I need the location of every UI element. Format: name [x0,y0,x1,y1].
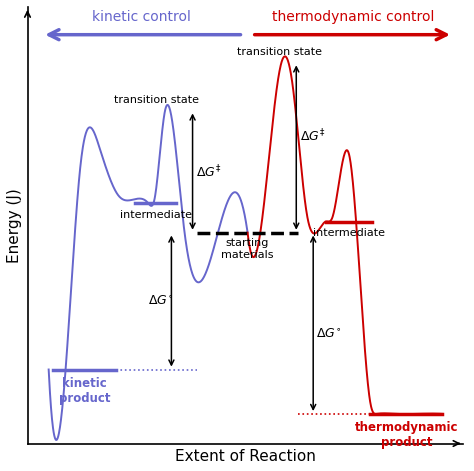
Text: kinetic control: kinetic control [92,10,191,24]
Y-axis label: Energy (J): Energy (J) [7,188,22,263]
Text: starting
materials: starting materials [221,238,274,260]
Text: thermodynamic control: thermodynamic control [272,10,435,24]
Text: intermediate: intermediate [120,210,192,219]
Text: $\Delta G^{\circ}$: $\Delta G^{\circ}$ [148,294,173,308]
Text: transition state: transition state [237,47,322,57]
Text: $\Delta G^{\ddagger}$: $\Delta G^{\ddagger}$ [300,128,325,145]
Text: intermediate: intermediate [313,228,385,238]
Text: kinetic
product: kinetic product [59,377,110,405]
Text: thermodynamic
product: thermodynamic product [355,421,458,449]
Text: $\Delta G^{\circ}$: $\Delta G^{\circ}$ [316,328,341,341]
Text: $\Delta G^{\ddagger}$: $\Delta G^{\ddagger}$ [196,163,221,180]
X-axis label: Extent of Reaction: Extent of Reaction [175,449,316,464]
Text: transition state: transition state [114,95,199,105]
